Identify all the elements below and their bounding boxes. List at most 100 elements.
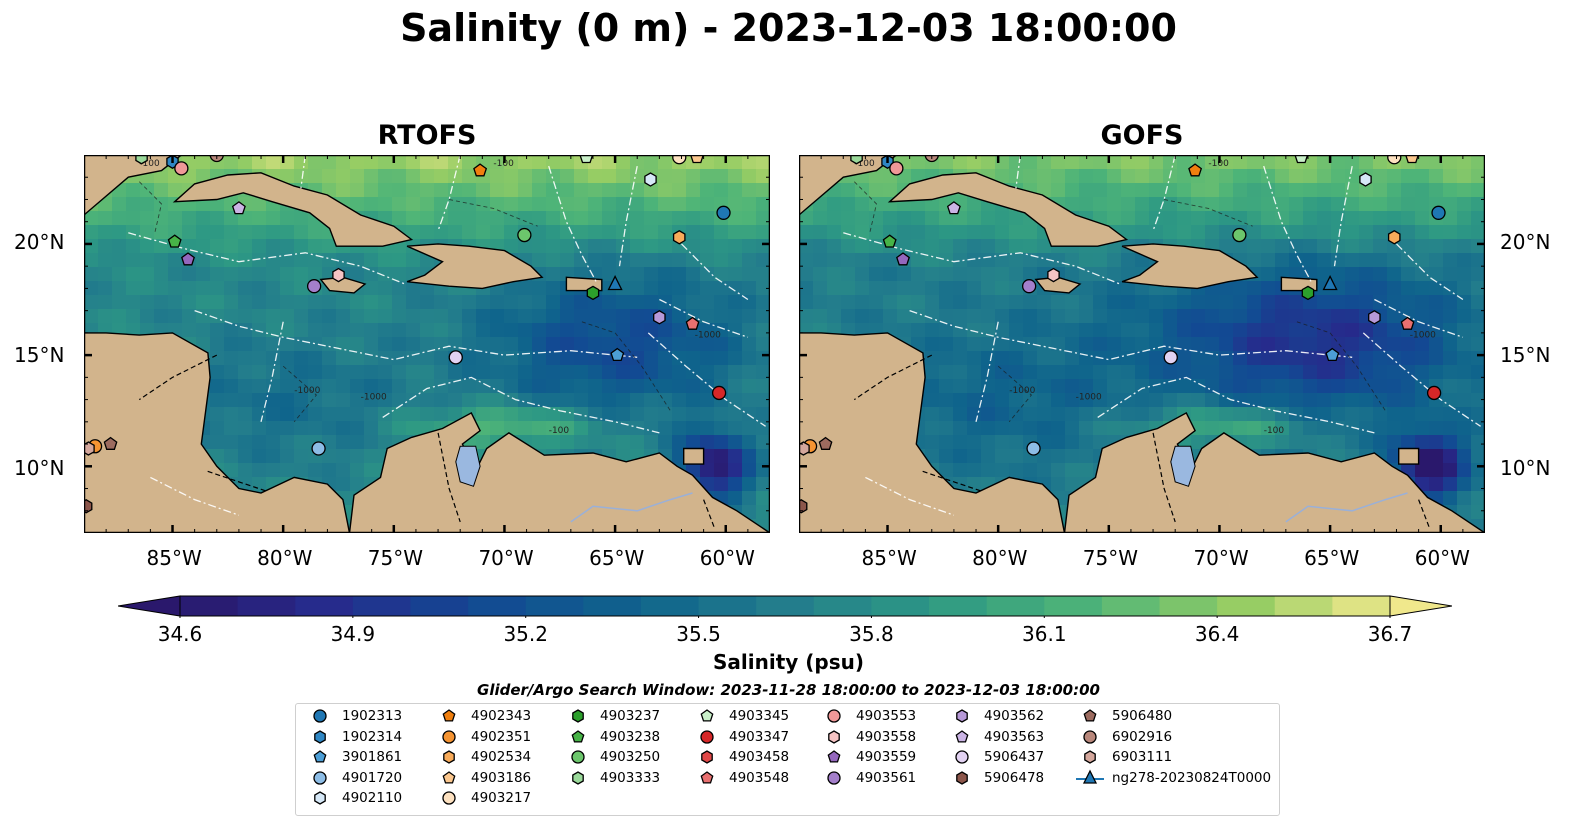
marker-4903237[interactable] (1301, 285, 1315, 301)
legend-label: 4903217 (471, 790, 532, 806)
marker-4902110[interactable] (644, 172, 657, 187)
marker-4903562[interactable] (1368, 310, 1381, 325)
marker-4903562[interactable] (653, 310, 666, 325)
colorbar-gradient (118, 595, 1452, 618)
marker-4902534[interactable] (672, 230, 686, 245)
marker-5906437[interactable] (448, 350, 463, 365)
marker-4903238[interactable] (167, 234, 182, 248)
eez-boundaries (128, 155, 766, 516)
marker-4903347[interactable] (1426, 385, 1442, 401)
pentagon-marker-icon (313, 750, 327, 763)
colorbar-tick-2: 35.2 (503, 622, 548, 646)
marker-5906480[interactable] (103, 436, 118, 450)
marker-4903347[interactable] (711, 385, 727, 401)
colorbar-extend-low (118, 595, 181, 617)
marker-4903559[interactable] (896, 252, 910, 266)
marker-4903186[interactable] (1405, 155, 1419, 164)
marker-4903217[interactable] (672, 155, 687, 165)
marker-4903548[interactable] (1400, 316, 1415, 330)
marker-4903238[interactable] (882, 234, 897, 248)
contour-label: -100 (139, 159, 160, 169)
legend-label: 4903563 (984, 728, 1045, 745)
marker-4903250[interactable] (1232, 227, 1247, 243)
lon-tick-rtofs-1: 80°W (257, 546, 313, 570)
marker-1902313[interactable] (716, 205, 731, 220)
legend-label: 4903333 (600, 769, 661, 786)
marker-4902110[interactable] (1359, 172, 1372, 187)
lat-tick-right-10: 10°N (1500, 456, 1551, 480)
marker-4903553[interactable] (889, 161, 904, 176)
marker-4903553[interactable] (174, 161, 189, 176)
marker-4903186[interactable] (690, 155, 704, 164)
marker-4903333[interactable] (135, 155, 148, 165)
circle-marker-icon (1083, 729, 1097, 744)
contour-label: -1000 (1076, 393, 1102, 403)
legend-label: 4902351 (471, 728, 532, 745)
legend-label: 4903250 (600, 749, 661, 765)
pentagon-marker-icon (700, 709, 714, 722)
salinity-map-rtofs[interactable]: -100 -1000 -1000 -1000 -100 -100 (84, 155, 770, 533)
marker-4903345[interactable] (1294, 155, 1309, 164)
lake-maracaibo (455, 445, 481, 487)
legend-label: 4903347 (729, 728, 790, 745)
marker-4903563[interactable] (946, 201, 961, 215)
map-frame (84, 155, 770, 533)
river (1285, 492, 1408, 523)
hexagon-marker-icon (701, 750, 713, 764)
marker-4901720[interactable] (1026, 441, 1041, 456)
legend-entry: 4903458 (693, 747, 789, 767)
legend-entry: 4903563 (948, 727, 1044, 747)
observation-markers (84, 155, 731, 514)
circle-marker-icon (313, 709, 327, 723)
map-panel-rtofs[interactable]: -100 -1000 -1000 -1000 -100 -100 (84, 155, 770, 533)
search-window-caption: Glider/Argo Search Window: 2023-11-28 18… (477, 681, 1100, 699)
lat-tick-right-15: 15°N (1500, 343, 1551, 367)
marker-5906437[interactable] (1163, 350, 1178, 365)
marker-5906480[interactable] (818, 436, 833, 450)
marker-6903111[interactable] (84, 441, 95, 456)
legend-entry: 4903237 (564, 706, 660, 726)
marker-1902313[interactable] (1431, 205, 1446, 220)
marker-4903558[interactable] (332, 267, 345, 283)
marker-3901861[interactable] (610, 347, 625, 362)
marker-ng278-20230824T0000[interactable] (1322, 275, 1338, 291)
marker-4903250[interactable] (517, 227, 532, 243)
marker-4903548[interactable] (685, 316, 700, 330)
marker-4903345[interactable] (579, 155, 594, 164)
legend: 1902313 1902314 3901861 4901720 4902110 49023… (295, 703, 1280, 816)
map-panel-gofs[interactable]: -100 -1000 -1000 -1000 -100 -100 (799, 155, 1485, 533)
lon-tick-gofs-4: 65°W (1304, 546, 1360, 570)
marker-6903111[interactable] (799, 441, 810, 456)
pentagon-marker-icon (955, 729, 969, 743)
marker-4903561[interactable] (1021, 279, 1037, 294)
salinity-map-gofs[interactable]: -100 -1000 -1000 -1000 -100 -100 (799, 155, 1485, 533)
pentagon-marker-icon (442, 770, 456, 784)
marker-4901720[interactable] (311, 441, 326, 456)
marker-4903561[interactable] (306, 279, 322, 294)
marker-4903237[interactable] (586, 285, 600, 301)
marker-4903559[interactable] (181, 252, 195, 266)
legend-label: 5906480 (1112, 708, 1173, 724)
lon-tick-gofs-1: 80°W (972, 546, 1028, 570)
legend-entry: 1902314 (306, 727, 402, 747)
marker-4903558[interactable] (1047, 267, 1060, 283)
marker-3901861[interactable] (1325, 347, 1340, 362)
legend-entry: 4902343 (435, 706, 531, 726)
marker-ng278-20230824T0000[interactable] (607, 275, 623, 291)
legend-label: 6903111 (1112, 749, 1173, 765)
marker-4903217[interactable] (1387, 155, 1402, 165)
legend-label: ng278-20230824T0000 (1112, 769, 1272, 786)
marker-4902343[interactable] (473, 163, 488, 177)
circle-marker-icon (442, 729, 456, 744)
legend-label: 1902313 (342, 708, 403, 724)
marker-4902534[interactable] (1387, 230, 1401, 245)
marker-4902343[interactable] (1188, 163, 1203, 177)
colorbar-tick-0: 34.6 (157, 622, 203, 646)
circle-marker-icon (827, 709, 841, 723)
marker-4903333[interactable] (850, 155, 863, 165)
marker-5906478[interactable] (84, 499, 93, 514)
colorbar-tick-4: 35.8 (849, 622, 894, 646)
legend-entry: 6902916 (1076, 727, 1172, 747)
marker-5906478[interactable] (799, 499, 808, 514)
marker-4903563[interactable] (231, 201, 246, 215)
